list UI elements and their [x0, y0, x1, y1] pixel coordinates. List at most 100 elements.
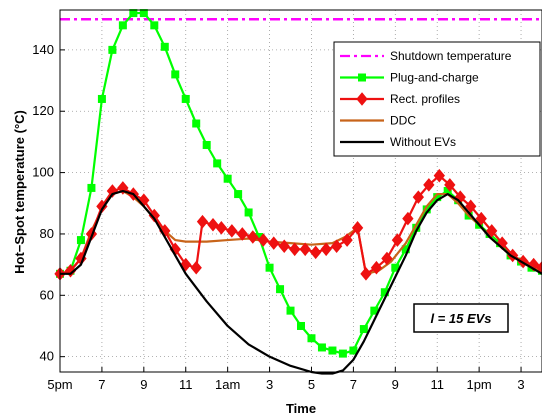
data-point	[536, 260, 542, 275]
x-tick-label: 3	[517, 377, 524, 392]
data-point	[341, 233, 353, 247]
data-point	[358, 73, 366, 82]
data-point	[87, 183, 96, 192]
data-point	[381, 251, 393, 266]
data-point	[310, 245, 322, 260]
data-point	[289, 242, 301, 257]
legend-label: DDC	[390, 114, 416, 128]
data-point	[278, 239, 290, 254]
data-point	[215, 221, 228, 235]
data-point	[108, 45, 117, 54]
data-point	[359, 325, 368, 334]
legend-item: Rect. profiles	[340, 92, 460, 106]
annotation-text: l = 15 EVs	[430, 311, 491, 326]
y-tick-label: 40	[40, 349, 54, 364]
data-point	[433, 168, 445, 183]
x-tick-label: 11	[179, 377, 193, 392]
x-axis-label: Time	[286, 401, 316, 416]
data-point	[129, 9, 138, 18]
data-point	[370, 260, 383, 275]
data-point	[97, 94, 106, 103]
data-point	[265, 263, 274, 272]
data-point	[349, 346, 358, 355]
data-point	[338, 349, 347, 358]
data-point	[257, 233, 269, 247]
x-tick-label: 1pm	[466, 377, 491, 392]
data-point	[118, 21, 127, 30]
data-point	[486, 224, 498, 238]
series-without-evs	[60, 189, 542, 375]
data-point	[244, 208, 253, 217]
x-tick-label: 5	[308, 377, 315, 392]
data-point	[234, 190, 243, 199]
series-line	[60, 189, 542, 375]
data-point	[190, 260, 202, 275]
legend-label: Rect. profiles	[390, 92, 460, 106]
data-point	[276, 285, 285, 294]
annotation: l = 15 EVs	[413, 303, 509, 333]
data-point	[330, 239, 343, 254]
series-layer	[54, 9, 542, 375]
data-point	[351, 221, 364, 235]
data-point	[465, 199, 477, 214]
legend-label: Without EVs	[390, 135, 456, 149]
data-point	[320, 242, 332, 257]
data-point	[226, 224, 238, 238]
plot-frame	[59, 9, 542, 373]
data-point	[268, 236, 280, 250]
data-point	[297, 321, 305, 330]
data-point	[412, 190, 425, 204]
data-point	[286, 306, 295, 315]
data-point	[444, 178, 456, 192]
data-point	[76, 236, 85, 245]
data-point	[402, 211, 414, 226]
x-tick-label: 9	[140, 377, 147, 392]
y-tick-label: 100	[32, 165, 54, 180]
y-tick-label: 140	[32, 42, 54, 57]
data-point	[202, 140, 211, 149]
x-tick-label: 7	[350, 377, 357, 392]
legend-label: Plug-and-charge	[390, 71, 479, 85]
y-tick-label: 120	[32, 103, 54, 118]
data-point	[391, 233, 404, 247]
data-point	[299, 242, 311, 257]
data-point	[236, 227, 248, 241]
data-point	[328, 346, 337, 355]
x-tick-label: 5pm	[47, 377, 72, 392]
annotation-box	[413, 303, 509, 333]
data-point	[150, 21, 159, 30]
data-point	[181, 94, 190, 103]
x-tick-label: 1am	[215, 377, 240, 392]
data-point	[192, 119, 201, 128]
data-point	[223, 174, 232, 183]
legend-item: Shutdown temperature	[340, 49, 512, 63]
ticks: 40 60 80 100 120 140 5pm 7 9 11 1am 3 5 7 9 11 1pm 3	[32, 42, 524, 392]
data-point	[139, 9, 148, 18]
data-point	[475, 211, 487, 226]
data-point	[160, 42, 169, 51]
data-point	[196, 214, 209, 229]
y-tick-label: 80	[40, 226, 54, 241]
x-tick-label: 3	[266, 377, 273, 392]
legend-box	[333, 41, 541, 157]
legend-item: Plug-and-charge	[340, 71, 479, 85]
x-tick-label: 7	[98, 377, 105, 392]
data-point	[247, 230, 259, 244]
x-tick-label: 9	[392, 377, 399, 392]
data-point	[307, 334, 316, 343]
y-tick-label: 60	[40, 287, 54, 302]
x-tick-label: 11	[430, 377, 444, 392]
data-point	[317, 343, 326, 352]
data-point	[213, 159, 222, 168]
axis-labels: Time Hot−Spot temperature (°C)	[12, 110, 316, 416]
legend-item: Without EVs	[340, 135, 456, 149]
y-axis-label: Hot−Spot temperature (°C)	[12, 110, 27, 274]
data-point	[356, 92, 368, 106]
data-point	[207, 217, 219, 232]
legend-label: Shutdown temperature	[390, 49, 512, 63]
legend-item: DDC	[340, 114, 416, 128]
data-point	[171, 70, 180, 79]
legend: Shutdown temperature Plug-and-charge Rect.…	[333, 41, 541, 157]
data-point	[360, 267, 372, 281]
